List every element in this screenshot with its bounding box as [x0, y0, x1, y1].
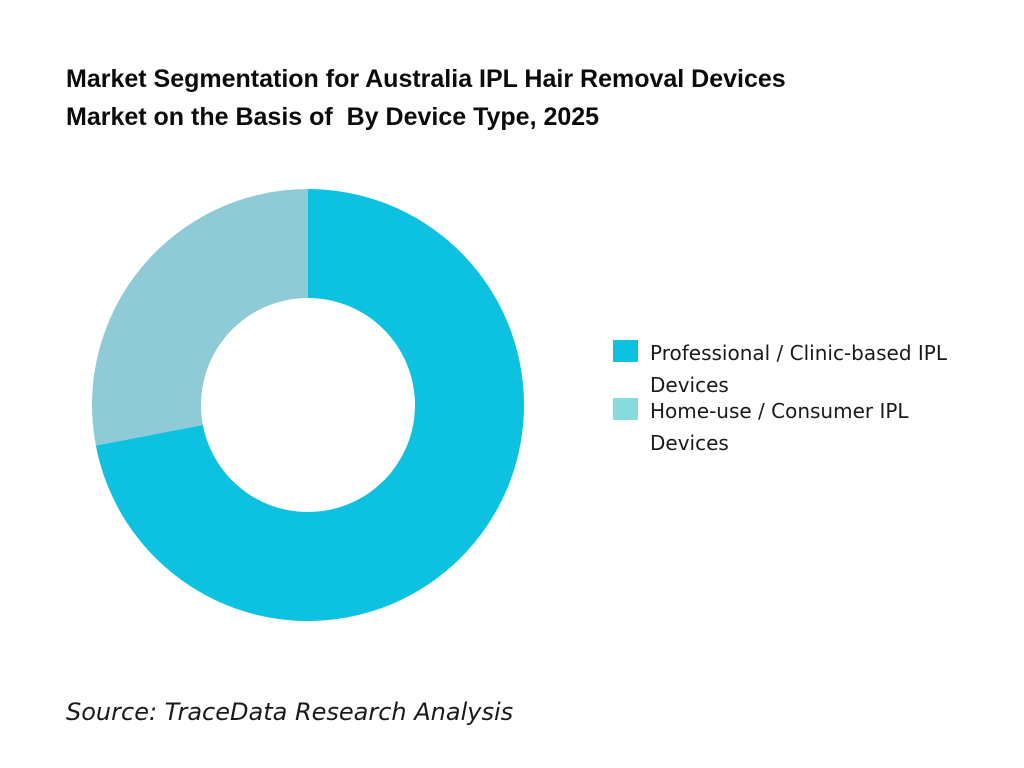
donut-slices — [91, 189, 524, 622]
legend-label-home-use: Home-use / Consumer IPL Devices — [650, 399, 909, 455]
legend-item-home-use: Home-use / Consumer IPL Devices — [613, 395, 973, 455]
chart-title-line-1: Market Segmentation for Australia IPL Ha… — [66, 65, 786, 93]
legend-swatch-professional — [613, 340, 638, 362]
donut-slice-home-use — [91, 189, 308, 446]
legend-swatch-home-use — [613, 398, 638, 420]
chart-legend: Professional / Clinic-based IPL Devices … — [613, 337, 973, 455]
source-note: Source: TraceData Research Analysis — [66, 698, 514, 726]
donut-slice-professional — [95, 189, 524, 622]
legend-item-professional: Professional / Clinic-based IPL Devices — [613, 337, 973, 397]
legend-label-professional: Professional / Clinic-based IPL Devices — [650, 341, 948, 397]
chart-title: Market Segmentation for Australia IPL Ha… — [66, 60, 966, 136]
chart-title-line-2: Market on the Basis of By Device Type, 2… — [66, 103, 600, 131]
